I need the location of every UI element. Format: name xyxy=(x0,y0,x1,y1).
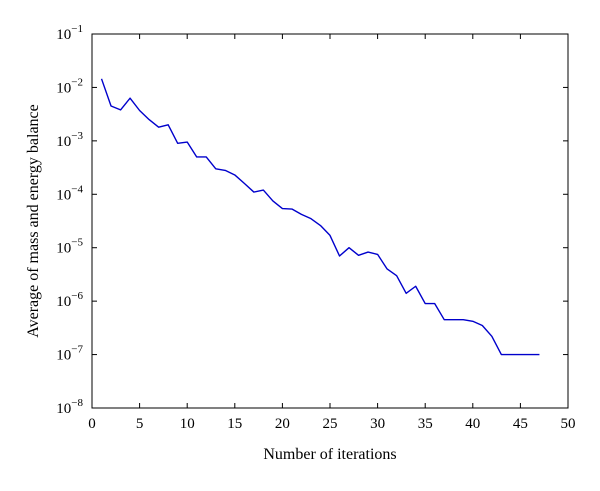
y-tick-label-base: 10 xyxy=(56,134,71,150)
x-axis-label: Number of iterations xyxy=(263,446,396,463)
y-tick-label-base: 10 xyxy=(56,80,71,96)
y-axis-label: Average of mass and energy balance xyxy=(25,104,42,338)
y-tick-label: 10−6 xyxy=(56,290,83,310)
y-tick-label-exponent: −5 xyxy=(71,237,83,249)
x-tick-label: 45 xyxy=(513,416,528,432)
x-tick-label: 40 xyxy=(465,416,480,432)
series-line-0 xyxy=(100,78,540,356)
y-tick-label: 10−1 xyxy=(56,23,83,43)
y-tick-label-base: 10 xyxy=(56,27,71,43)
x-tick-label: 5 xyxy=(136,416,144,432)
x-tick-label: 50 xyxy=(561,416,576,432)
y-tick-label-exponent: −2 xyxy=(71,76,83,88)
y-tick-label-exponent: −6 xyxy=(71,290,83,302)
x-axis-ticks: 0 5 10 15 20 25 30 35 40 45 50 xyxy=(88,34,576,432)
series-layer xyxy=(100,78,540,356)
y-tick-label-base: 10 xyxy=(56,348,71,364)
y-tick-label-exponent: −4 xyxy=(71,183,83,195)
x-tick-label: 25 xyxy=(323,416,338,432)
y-tick-label: 10−2 xyxy=(56,76,83,96)
y-tick-label-exponent: −1 xyxy=(71,23,83,35)
x-tick-label: 20 xyxy=(275,416,290,432)
x-tick-label: 10 xyxy=(180,416,195,432)
y-tick-label: 10−8 xyxy=(56,397,83,417)
y-tick-label-exponent: −8 xyxy=(71,397,83,409)
plot-area-frame xyxy=(91,33,569,409)
y-tick-label-exponent: −7 xyxy=(71,344,83,356)
y-axis-ticks: 10−810−710−610−510−410−310−210−1 xyxy=(56,23,568,417)
y-tick-label: 10−5 xyxy=(56,237,83,257)
y-tick-label: 10−3 xyxy=(56,130,83,150)
y-tick-label-base: 10 xyxy=(56,241,71,257)
y-tick-label-exponent: −3 xyxy=(71,130,83,142)
x-tick-label: 35 xyxy=(418,416,433,432)
y-tick-label-base: 10 xyxy=(56,187,71,203)
y-tick-label-base: 10 xyxy=(56,294,71,310)
y-tick-label-base: 10 xyxy=(56,401,71,417)
x-tick-label: 0 xyxy=(88,416,96,432)
x-tick-label: 30 xyxy=(370,416,385,432)
y-tick-label: 10−7 xyxy=(56,344,83,364)
y-tick-label: 10−4 xyxy=(56,183,83,203)
x-tick-label: 15 xyxy=(227,416,242,432)
